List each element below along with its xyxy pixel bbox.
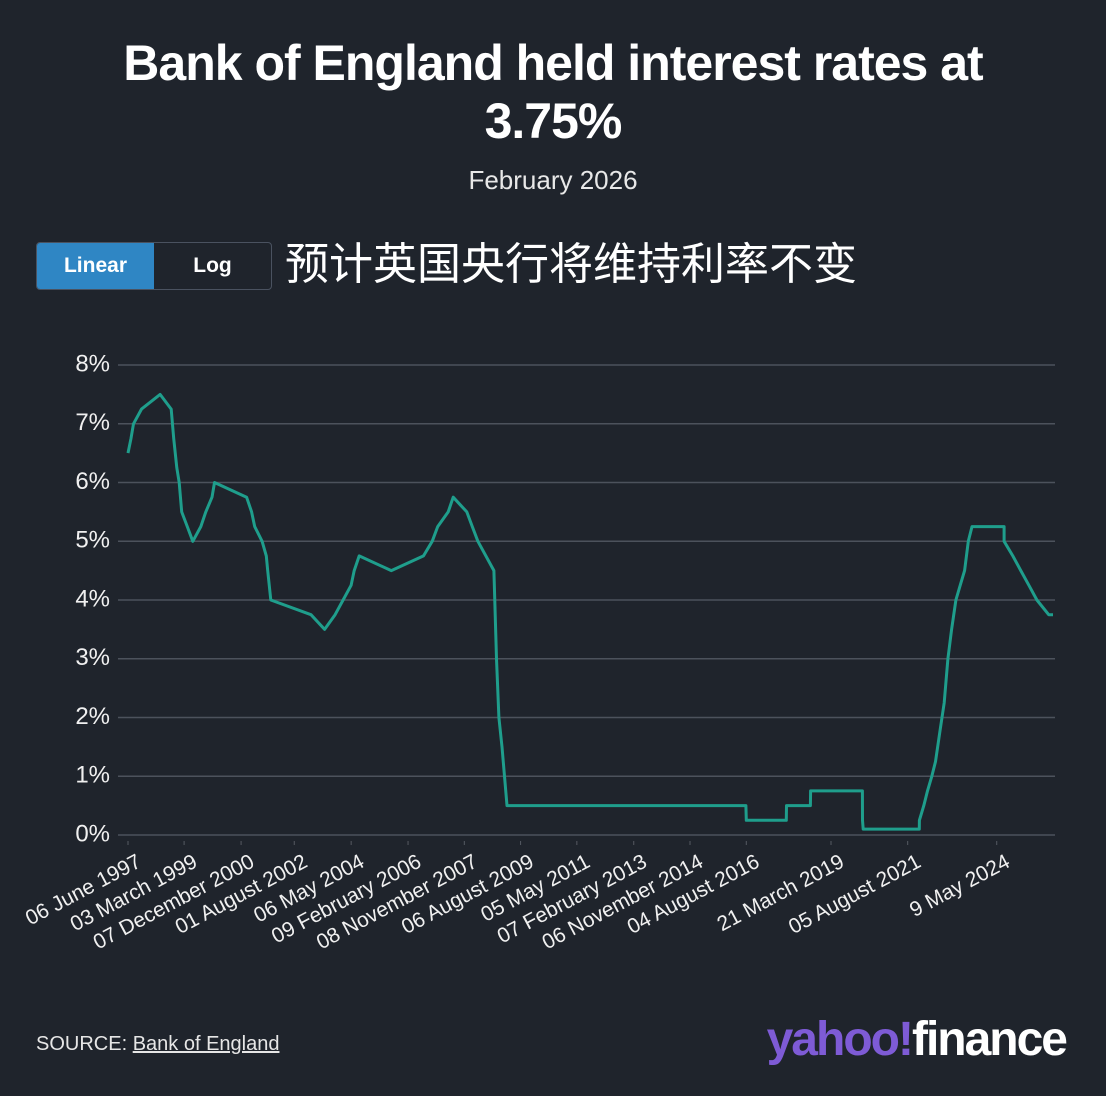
source: SOURCE: Bank of England [36,1033,279,1056]
y-tick-label: 7% [75,409,110,436]
annotation: 预计英国央行将维持利率不变 [285,240,857,289]
logo-finance: finance [911,1013,1068,1066]
source-link[interactable]: Bank of England [132,1033,280,1055]
y-tick-label: 4% [75,585,110,612]
x-tick-label: 9 May 2024 [906,850,1014,922]
chart-title: Bank of England held interest rates at 3… [123,35,983,149]
y-tick-label: 5% [75,527,110,554]
y-tick-label: 0% [75,820,110,847]
source-label: SOURCE: [36,1033,128,1055]
logo: yahoo!finance [766,1012,1068,1067]
y-tick-label: 8% [75,350,110,377]
line [126,392,1053,831]
y-tick-label: 2% [75,703,110,730]
y-tick-label: 6% [75,468,110,495]
log-button[interactable]: Log [193,254,232,277]
y-tick-label: 1% [75,762,110,789]
y-tick-label: 3% [75,644,110,671]
linear-button[interactable]: Linear [37,243,154,289]
chart-subtitle: February 2026 [468,165,638,195]
scale-toggle: Linear Log [36,242,272,290]
x-tick-label: 05 August 2021 [785,850,925,939]
logo-yahoo: yahoo! [766,1013,914,1066]
